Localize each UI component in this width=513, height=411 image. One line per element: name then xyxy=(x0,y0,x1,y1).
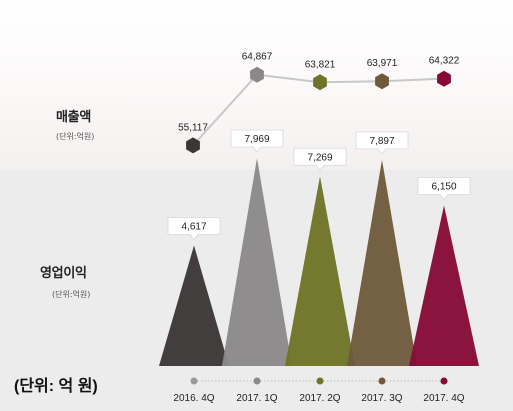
revenue-unit-label: (단위:억원) xyxy=(56,132,95,141)
profit-value-label-3: 7,269 xyxy=(307,152,332,163)
revenue-value-label-2: 64,867 xyxy=(242,52,273,63)
revenue-value-label-1: 55,117 xyxy=(178,122,208,133)
profit-value-label-2: 7,969 xyxy=(244,134,269,145)
profit-bar-2 xyxy=(222,158,292,366)
category-marker-1 xyxy=(190,377,198,385)
category-marker-5 xyxy=(440,377,448,385)
operating-profit-label: 영업이익 xyxy=(40,266,87,281)
revenue-point-4 xyxy=(375,73,389,90)
revenue-label: 매출액 xyxy=(56,110,91,125)
revenue-point-1 xyxy=(186,137,200,154)
profit-value-callout-5 xyxy=(417,177,471,201)
category-marker-3 xyxy=(316,377,324,385)
profit-value-callout-2 xyxy=(230,129,284,153)
revenue-point-3 xyxy=(313,74,327,91)
revenue-value-label-4: 63,971 xyxy=(367,58,398,69)
profit-value-callout-4 xyxy=(355,131,409,155)
profit-bar-4 xyxy=(347,159,417,366)
revenue-point-2 xyxy=(250,66,264,83)
unit-note: (단위: 억 원) xyxy=(14,378,98,395)
category-label-1: 2016. 4Q xyxy=(173,393,214,404)
operating-profit-unit-label: (단위:억원) xyxy=(52,290,91,299)
category-marker-4 xyxy=(378,377,386,385)
profit-bar-1 xyxy=(159,245,229,366)
category-label-4: 2017. 3Q xyxy=(361,393,402,404)
revenue-value-label-5: 64,322 xyxy=(429,56,460,67)
profit-value-callout-3 xyxy=(293,147,347,171)
revenue-value-label-3: 63,821 xyxy=(305,59,336,70)
category-label-3: 2017. 2Q xyxy=(299,393,340,404)
profit-value-label-4: 7,897 xyxy=(369,136,394,147)
category-label-2: 2017. 1Q xyxy=(236,393,277,404)
profit-bar-5 xyxy=(409,205,479,366)
revenue-point-5 xyxy=(437,70,451,87)
profit-value-label-5: 6,150 xyxy=(431,181,456,192)
category-label-5: 2017. 4Q xyxy=(423,393,464,404)
profit-value-label-1: 4,617 xyxy=(181,221,206,232)
profit-bar-3 xyxy=(285,176,355,366)
category-marker-2 xyxy=(253,377,261,385)
profit-value-callout-1 xyxy=(167,217,221,241)
